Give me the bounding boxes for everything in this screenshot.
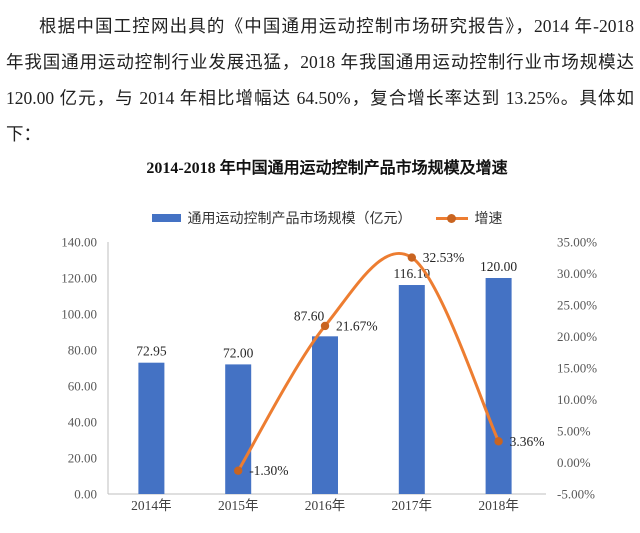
bar-data-label: 116.10 <box>393 266 430 281</box>
growth-rate-line <box>236 251 501 473</box>
left-axis-tick-label: 80.00 <box>68 343 97 358</box>
right-axis-tick-label: 30.00% <box>557 266 597 281</box>
paragraph-line: 根据中国工控网出具的《中国通用运动控制市场研究报告》，2014 年-2018 <box>39 16 634 36</box>
bar-data-label: 72.95 <box>136 344 167 359</box>
bar-2016年 <box>312 336 338 494</box>
bar-data-label: 120.00 <box>480 259 517 274</box>
left-axis-tick-label: 40.00 <box>68 415 97 430</box>
line-data-label: 21.67% <box>336 318 378 333</box>
left-axis-tick-label: 100.00 <box>61 307 97 322</box>
right-axis-tick-label: -5.00% <box>557 487 595 502</box>
line-data-label: 3.36% <box>510 434 545 449</box>
market-size-growth-chart: 2014-2018 年中国通用运动控制产品市场规模及增速 通用运动控制产品市场规… <box>0 148 640 533</box>
line-marker-2018年 <box>494 437 503 446</box>
x-axis-category-label: 2017年 <box>392 498 433 513</box>
right-axis-tick-label: 35.00% <box>557 235 597 250</box>
left-axis-tick-label: 140.00 <box>61 235 97 250</box>
line-data-label: -1.30% <box>249 463 288 478</box>
right-axis-tick-label: 25.00% <box>557 298 597 313</box>
line-marker-2016年 <box>320 321 330 331</box>
chart-plot-area: 0.00 20.00 40.00 60.00 80.00 100.00 120.00 140.… <box>61 235 597 514</box>
line-data-label: 32.53% <box>423 250 465 265</box>
right-axis-tick-label: 15.00% <box>557 361 597 376</box>
legend-item-bar-series: 通用运动控制产品市场规模（亿元） <box>151 208 412 228</box>
legend-label-bar-series: 通用运动控制产品市场规模（亿元） <box>187 212 412 227</box>
right-axis-tick-label: 0.00% <box>557 455 591 470</box>
bar-series-swatch-icon <box>151 214 181 222</box>
paragraph-line: 下： <box>6 124 41 144</box>
chart-legend: 通用运动控制产品市场规模（亿元） 增速 <box>14 208 640 228</box>
chart-title: 2014-2018 年中国通用运动控制产品市场规模及增速 <box>146 160 508 177</box>
line-series-swatch-icon <box>435 213 468 223</box>
paragraph-line: 年我国通用运动控制行业发展迅猛，2018 年我国通用运动控制行业市场规模达 <box>6 52 634 72</box>
bar-2017年 <box>398 285 425 494</box>
left-axis-tick-label: 0.00 <box>74 487 97 502</box>
right-axis-tick-label: 20.00% <box>557 329 597 344</box>
bar-2018年 <box>485 278 512 494</box>
right-axis-tick-label: 5.00% <box>557 424 591 439</box>
legend-item-line-series: 增速 <box>435 208 503 228</box>
right-axis-tick-label: 10.00% <box>557 392 597 407</box>
bar-data-label: 87.60 <box>294 308 325 323</box>
x-axis-category-label: 2014年 <box>131 498 172 513</box>
left-axis-tick-label: 120.00 <box>61 271 97 286</box>
left-axis-tick-label: 20.00 <box>68 451 97 466</box>
paragraph: 根据中国工控网出具的《中国通用运动控制市场研究报告》，2014 年-2018 年… <box>0 0 640 152</box>
x-axis-category-label: 2015年 <box>218 498 259 513</box>
line-marker-icon <box>446 213 456 223</box>
x-axis-category-label: 2018年 <box>478 498 519 513</box>
left-axis-tick-label: 60.00 <box>68 379 97 394</box>
line-marker-2017年 <box>407 253 416 262</box>
paragraph-line: 120.00 亿元，与 2014 年相比增幅达 64.50%，复合增长率达到 1… <box>6 88 634 108</box>
bar-data-label: 72.00 <box>223 345 254 360</box>
line-marker-2015年 <box>234 466 243 475</box>
legend-label-line-series: 增速 <box>474 212 503 227</box>
x-axis-category-label: 2016年 <box>305 498 346 513</box>
bar-2014年 <box>138 362 165 494</box>
